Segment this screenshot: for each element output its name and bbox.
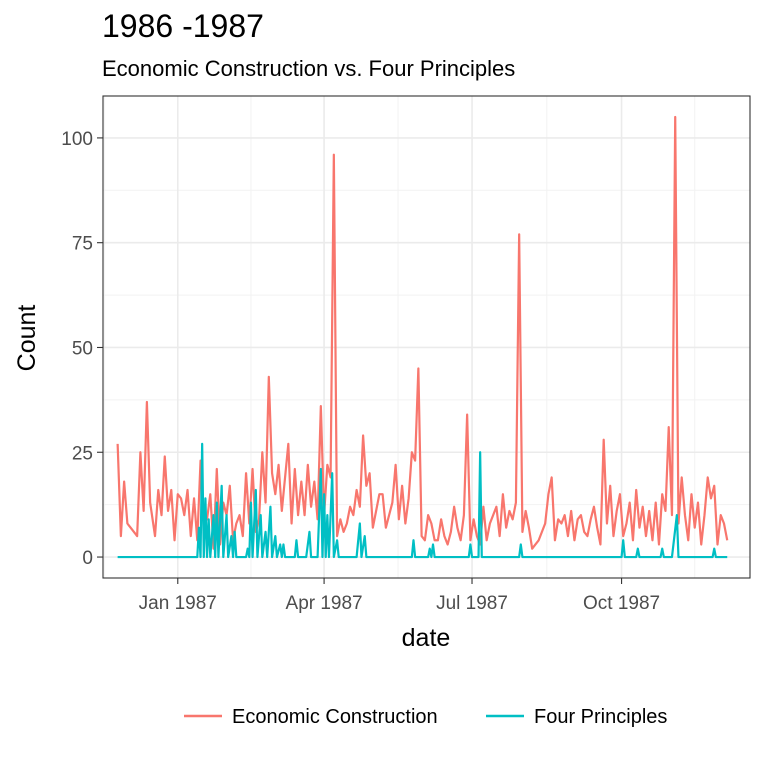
legend-label: Economic Construction [232, 706, 438, 728]
y-axis-title: Count [13, 305, 41, 372]
legend-item: Economic Construction [184, 706, 438, 728]
y-tick-label: 100 [61, 129, 93, 150]
x-tick-label: Jan 1987 [139, 593, 217, 614]
y-tick-label: 0 [82, 548, 93, 569]
chart-title: 1986 -1987 [102, 8, 264, 44]
x-axis-title: date [402, 624, 451, 652]
legend-label: Four Principles [534, 706, 667, 728]
y-tick-label: 75 [72, 234, 93, 255]
plot-border [102, 95, 751, 579]
x-tick-label: Jul 1987 [436, 593, 508, 614]
series-line-economic-construction [116, 115, 729, 550]
chart-subtitle: Economic Construction vs. Four Principle… [102, 56, 516, 81]
legend: Economic Construction Four Principles [184, 706, 667, 728]
legend-item: Four Principles [486, 706, 667, 728]
series-line-four-principles [117, 442, 728, 559]
y-tick-label: 50 [72, 338, 93, 359]
x-tick-label: Apr 1987 [286, 593, 363, 614]
plot-background [103, 96, 750, 578]
x-tick-label: Oct 1987 [583, 593, 660, 614]
y-axis: 0 25 50 75 100 [61, 129, 103, 569]
y-tick-label: 25 [72, 443, 93, 464]
series-layer [116, 115, 729, 559]
x-axis: Jan 1987 Apr 1987 Jul 1987 Oct 1987 [139, 578, 660, 614]
